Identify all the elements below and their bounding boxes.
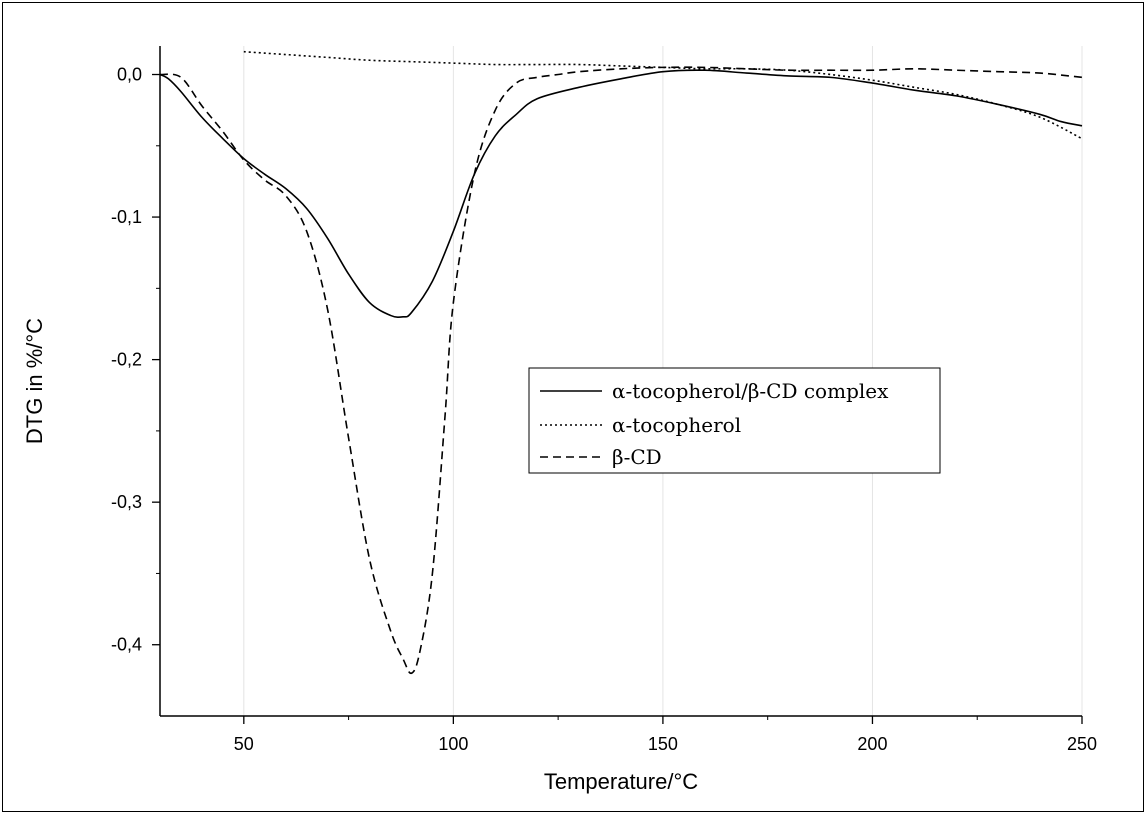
y-tick-label: -0,4 [111, 635, 142, 655]
legend: α-tocopherol/β-CD complex α-tocopherol β… [528, 367, 941, 474]
y-tick-label: -0,1 [111, 207, 142, 227]
series-line-complex [159, 69, 1083, 319]
x-tick-label: 100 [438, 734, 468, 754]
ticks-layer: 50 100 150 200 250 0,0 -0,1 -0,2 -0,3 -0,4 [111, 65, 1097, 754]
y-tick-label: 0,0 [117, 65, 142, 85]
series-layer [159, 50, 1083, 675]
x-tick-label: 50 [234, 734, 254, 754]
x-tick-label: 250 [1067, 734, 1097, 754]
series-line-bcd [159, 66, 1083, 675]
x-tick-label: 200 [857, 734, 887, 754]
y-axis-title: DTG in %/°C [22, 318, 47, 444]
x-tick-label: 150 [648, 734, 678, 754]
legend-label-tocopherol: α-tocopherol [612, 413, 741, 437]
x-axis-title: Temperature/°C [544, 769, 698, 794]
axes-layer [159, 46, 1082, 717]
legend-label-complex: α-tocopherol/β-CD complex [612, 379, 889, 403]
y-tick-label: -0,2 [111, 350, 142, 370]
y-tick-label: -0,3 [111, 492, 142, 512]
legend-label-bcd: β-CD [612, 445, 662, 469]
legend-box [528, 367, 941, 474]
